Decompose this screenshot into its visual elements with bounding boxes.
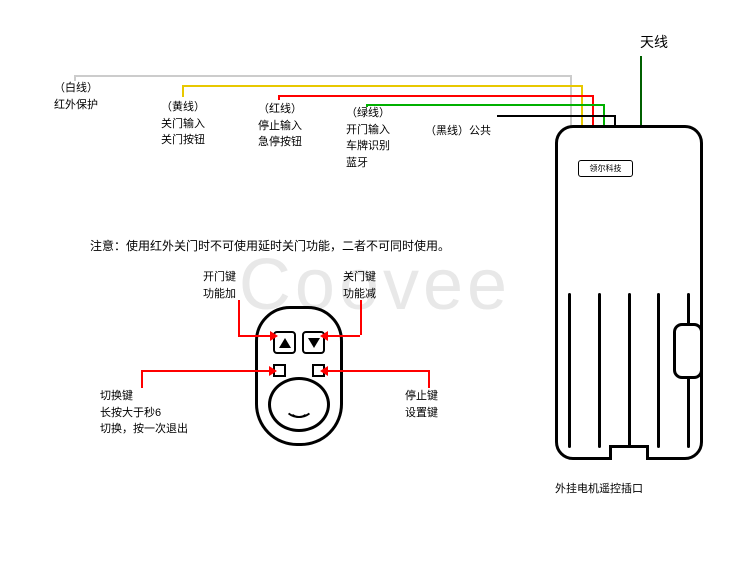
remote-open-label: 开门键 功能加 <box>203 269 236 302</box>
callout-close-h <box>328 335 360 337</box>
note-text: 注意：使用红外关门时不可使用延时关门功能，二者不可同时使用。 <box>90 237 450 254</box>
callout-switch-h <box>141 370 271 372</box>
callout-switch-arrow <box>269 366 277 376</box>
device-brand-label: 领尔科技 <box>578 160 633 177</box>
wire-red-h <box>278 95 592 97</box>
callout-open-v <box>238 300 240 335</box>
wire-white-h <box>74 75 570 77</box>
device-port <box>609 445 649 460</box>
wire-green-h <box>366 104 603 106</box>
callout-close-arrow <box>320 331 328 341</box>
remote-switch-label: 切换键 长按大于秒6 切换，按一次退出 <box>100 388 188 438</box>
wire-white-v2 <box>570 75 572 127</box>
device-box: 领尔科技 <box>555 125 703 460</box>
callout-close-v <box>360 300 362 335</box>
device-port-label: 外挂电机遥控插口 <box>555 480 643 496</box>
wire-red-v2 <box>592 95 594 127</box>
callout-stop-h <box>328 370 428 372</box>
wire-yellow-v2 <box>581 85 583 127</box>
wire-green-label: （绿线） 开门输入 车牌识别 蓝牙 <box>346 105 390 171</box>
wire-yellow-label: （黄线） 关门输入 关门按钮 <box>161 99 205 149</box>
wire-black-label: （黑线）公共 <box>425 123 491 140</box>
callout-stop-v <box>428 370 430 388</box>
wire-yellow-h <box>182 85 581 87</box>
device-side-button <box>673 323 703 379</box>
remote-stop-label: 停止键 设置键 <box>405 388 438 421</box>
remote-speaker <box>268 377 330 432</box>
callout-stop-arrow <box>320 366 328 376</box>
remote-control <box>255 306 343 446</box>
callout-open-arrow <box>270 331 278 341</box>
wire-yellow-v <box>182 85 184 97</box>
callout-open-h <box>238 335 272 337</box>
wire-red-label: （红线） 停止输入 急停按钮 <box>258 101 302 151</box>
antenna-label: 天线 <box>640 32 668 53</box>
callout-switch-v <box>141 370 143 388</box>
remote-close-label: 关门键 功能减 <box>343 269 376 302</box>
antenna-wire <box>640 56 642 126</box>
wire-white-label: （白线） 红外保护 <box>54 80 98 113</box>
wire-black-h <box>497 115 614 117</box>
